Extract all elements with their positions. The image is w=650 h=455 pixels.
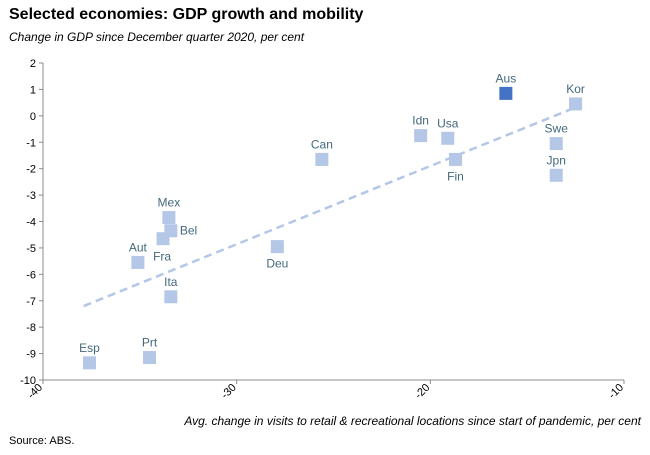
data-label-fin: Fin <box>447 169 464 183</box>
y-tick-label: -6 <box>26 269 36 281</box>
data-label-usa: Usa <box>437 116 459 130</box>
data-point-jpn <box>549 168 563 182</box>
y-tick-label: 1 <box>30 84 36 96</box>
data-label-bel: Bel <box>180 224 197 238</box>
chart-title: Selected economies: GDP growth and mobil… <box>9 6 364 23</box>
data-point-idn <box>414 129 428 143</box>
data-point-mex <box>162 211 176 225</box>
data-label-swe: Swe <box>545 122 569 136</box>
chart-subtitle: Change in GDP since December quarter 202… <box>9 30 305 44</box>
y-tick-label: -5 <box>26 243 36 255</box>
data-label-deu: Deu <box>266 257 288 271</box>
y-tick-label: -10 <box>20 375 36 387</box>
data-point-usa <box>441 131 455 145</box>
x-tick-label: -10 <box>606 382 626 402</box>
data-point-deu <box>270 240 284 254</box>
y-tick-label: 2 <box>30 58 36 70</box>
y-tick-label: 0 <box>30 111 36 123</box>
y-tick-label: -1 <box>26 137 36 149</box>
data-label-ita: Ita <box>164 275 178 289</box>
data-label-kor: Kor <box>566 82 585 96</box>
trendline <box>83 105 578 308</box>
data-label-can: Can <box>311 137 333 151</box>
data-point-prt <box>143 351 157 365</box>
y-tick-label: -8 <box>26 322 36 334</box>
y-tick-label: -4 <box>26 217 36 229</box>
y-tick-label: -3 <box>26 190 36 202</box>
y-tick-label: -7 <box>26 296 36 308</box>
y-tick-label: -9 <box>26 349 36 361</box>
chart-source: Source: ABS. <box>9 435 75 447</box>
x-axis-title: Avg. change in visits to retail & recrea… <box>183 414 641 428</box>
y-tick-label: -2 <box>26 164 36 176</box>
data-point-fra <box>156 232 170 246</box>
data-label-idn: Idn <box>412 114 429 128</box>
data-point-ita <box>164 290 178 304</box>
data-label-jpn: Jpn <box>547 153 566 167</box>
x-tick-label: -20 <box>413 382 433 402</box>
data-label-fra: Fra <box>153 250 171 264</box>
data-label-mex: Mex <box>158 196 181 210</box>
data-label-aus: Aus <box>496 71 517 85</box>
data-point-aut <box>131 255 145 269</box>
data-point-fin <box>449 152 463 166</box>
data-point-swe <box>549 137 563 151</box>
data-point-aus <box>499 86 513 100</box>
data-point-esp <box>82 356 96 370</box>
data-label-aut: Aut <box>129 240 148 254</box>
data-point-can <box>315 152 329 166</box>
x-tick-label: -30 <box>219 382 239 402</box>
data-point-kor <box>569 97 583 111</box>
data-label-esp: Esp <box>79 341 100 355</box>
data-label-prt: Prt <box>142 336 158 350</box>
